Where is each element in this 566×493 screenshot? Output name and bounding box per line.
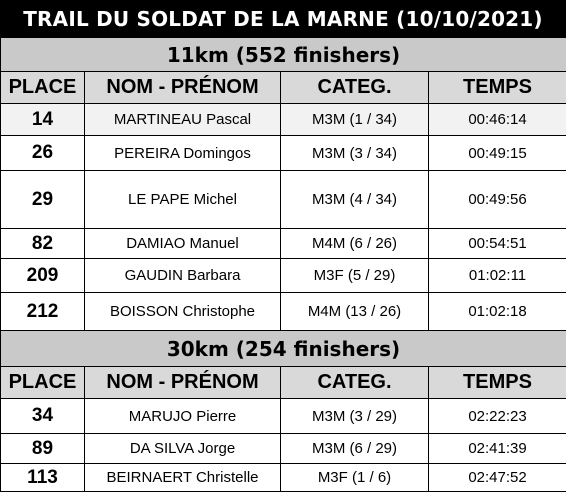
table-row: 34 MARUJO Pierre M3M (3 / 29) 02:22:23 [0,398,566,434]
place-cell: 113 [0,463,85,492]
column-header-time: TEMPS [427,71,566,104]
category-cell: M3M (6 / 29) [280,433,429,464]
category-cell: M4M (6 / 26) [280,228,429,259]
name-cell: BEIRNAERT Christelle [84,463,281,492]
place-cell: 82 [0,228,85,259]
column-header-place: PLACE [0,366,85,399]
category-cell: M3M (4 / 34) [280,170,429,229]
race-heading: 11km (552 finishers) [0,37,566,72]
name-cell: BOISSON Christophe [84,292,281,331]
time-cell: 01:02:18 [427,292,566,331]
time-cell: 02:41:39 [427,433,566,464]
section-header: 30km (254 finishers) [0,330,566,367]
place-cell: 26 [0,135,85,171]
results-table-11km: 11km (552 finishers) PLACE NOM - PRÉNOM … [0,37,566,331]
category-cell: M3F (1 / 6) [280,463,429,492]
column-header-category: CATEG. [280,366,429,399]
time-cell: 00:49:15 [427,135,566,171]
table-row: 209 GAUDIN Barbara M3F (5 / 29) 01:02:11 [0,258,566,293]
table-row: 89 DA SILVA Jorge M3M (6 / 29) 02:41:39 [0,433,566,464]
place-cell: 212 [0,292,85,331]
table-row: 82 DAMIAO Manuel M4M (6 / 26) 00:54:51 [0,228,566,259]
category-cell: M4M (13 / 26) [280,292,429,331]
section-header: 11km (552 finishers) [0,37,566,72]
time-cell: 02:47:52 [427,463,566,492]
place-cell: 14 [0,103,85,136]
time-cell: 01:02:11 [427,258,566,293]
name-cell: MARTINEAU Pascal [84,103,281,136]
place-cell: 29 [0,170,85,229]
name-cell: DAMIAO Manuel [84,228,281,259]
table-row: 29 LE PAPE Michel M3M (4 / 34) 00:49:56 [0,170,566,229]
time-cell: 00:54:51 [427,228,566,259]
name-cell: GAUDIN Barbara [84,258,281,293]
column-header-name: NOM - PRÉNOM [84,71,281,104]
time-cell: 00:46:14 [427,103,566,136]
name-cell: LE PAPE Michel [84,170,281,229]
column-header-row: PLACE NOM - PRÉNOM CATEG. TEMPS [0,71,566,104]
place-cell: 209 [0,258,85,293]
category-cell: M3M (1 / 34) [280,103,429,136]
table-row: 113 BEIRNAERT Christelle M3F (1 / 6) 02:… [0,463,566,492]
page-title: TRAIL DU SOLDAT DE LA MARNE (10/10/2021) [0,0,566,37]
table-row: 26 PEREIRA Domingos M3M (3 / 34) 00:49:1… [0,135,566,171]
name-cell: PEREIRA Domingos [84,135,281,171]
category-cell: M3M (3 / 34) [280,135,429,171]
name-cell: DA SILVA Jorge [84,433,281,464]
column-header-name: NOM - PRÉNOM [84,366,281,399]
time-cell: 02:22:23 [427,398,566,434]
race-heading: 30km (254 finishers) [0,330,566,367]
time-cell: 00:49:56 [427,170,566,229]
table-row: 212 BOISSON Christophe M4M (13 / 26) 01:… [0,292,566,331]
name-cell: MARUJO Pierre [84,398,281,434]
column-header-row: PLACE NOM - PRÉNOM CATEG. TEMPS [0,366,566,399]
results-table-30km: 30km (254 finishers) PLACE NOM - PRÉNOM … [0,330,566,492]
column-header-category: CATEG. [280,71,429,104]
column-header-place: PLACE [0,71,85,104]
table-row: 14 MARTINEAU Pascal M3M (1 / 34) 00:46:1… [0,103,566,136]
category-cell: M3F (5 / 29) [280,258,429,293]
category-cell: M3M (3 / 29) [280,398,429,434]
column-header-time: TEMPS [427,366,566,399]
place-cell: 89 [0,433,85,464]
place-cell: 34 [0,398,85,434]
